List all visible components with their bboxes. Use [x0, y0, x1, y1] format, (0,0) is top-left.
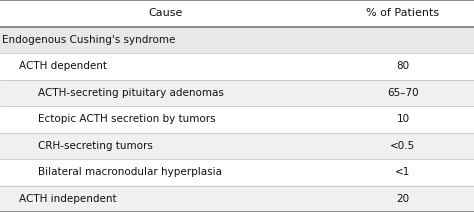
Bar — [0, 159, 474, 186]
Text: ACTH independent: ACTH independent — [19, 194, 117, 204]
Text: ACTH dependent: ACTH dependent — [19, 61, 107, 71]
Text: 80: 80 — [396, 61, 410, 71]
Bar — [0, 186, 474, 212]
Text: 20: 20 — [396, 194, 410, 204]
Bar — [0, 132, 474, 159]
Bar — [0, 106, 474, 132]
Text: 65–70: 65–70 — [387, 88, 419, 98]
Bar — [0, 26, 474, 53]
Text: Endogenous Cushing's syndrome: Endogenous Cushing's syndrome — [2, 35, 176, 45]
Text: ACTH-secreting pituitary adenomas: ACTH-secreting pituitary adenomas — [38, 88, 224, 98]
Text: Bilateral macronodular hyperplasia: Bilateral macronodular hyperplasia — [38, 167, 222, 177]
Bar — [0, 0, 474, 26]
Text: 10: 10 — [396, 114, 410, 124]
Bar — [0, 53, 474, 80]
Bar — [0, 80, 474, 106]
Text: <0.5: <0.5 — [390, 141, 416, 151]
Text: Ectopic ACTH secretion by tumors: Ectopic ACTH secretion by tumors — [38, 114, 216, 124]
Text: Cause: Cause — [149, 8, 183, 18]
Text: <1: <1 — [395, 167, 410, 177]
Text: % of Patients: % of Patients — [366, 8, 439, 18]
Text: CRH-secreting tumors: CRH-secreting tumors — [38, 141, 153, 151]
